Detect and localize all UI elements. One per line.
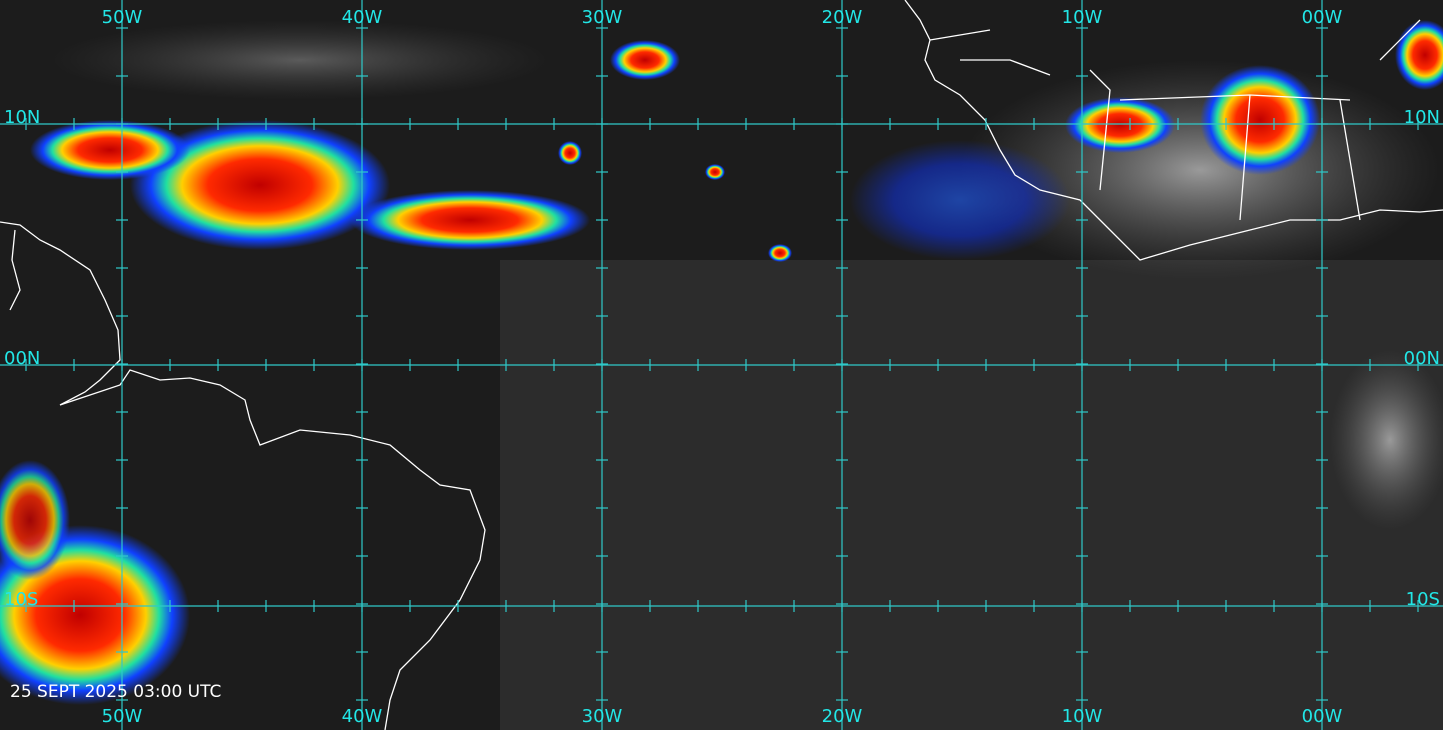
top-longitude-label: 00W xyxy=(1302,7,1343,28)
top-longitude-label: 20W xyxy=(822,7,863,28)
right-latitude-label: 10S xyxy=(1406,589,1440,610)
timestamp: 25 SEPT 2025 03:00 UTC xyxy=(10,682,221,702)
left-latitude-label: 00N xyxy=(4,348,40,369)
graticule-labels: 50W 40W 30W 20W 10W 00W 50W 40W 30W 20W 10W 00W 10N 0… xyxy=(4,7,1440,727)
top-longitude-label: 30W xyxy=(582,7,623,28)
bottom-longitude-label: 20W xyxy=(822,706,863,727)
bottom-longitude-label: 00W xyxy=(1302,706,1343,727)
top-longitude-label: 40W xyxy=(342,7,383,28)
right-latitude-label: 10N xyxy=(1404,107,1440,128)
top-longitude-label: 10W xyxy=(1062,7,1103,28)
top-longitude-label: 50W xyxy=(102,7,143,28)
bottom-longitude-label: 10W xyxy=(1062,706,1103,727)
bottom-longitude-label: 50W xyxy=(102,706,143,727)
bottom-longitude-label: 40W xyxy=(342,706,383,727)
left-latitude-label: 10N xyxy=(4,107,40,128)
left-latitude-label: 10S xyxy=(4,589,38,610)
right-latitude-label: 00N xyxy=(1404,348,1440,369)
bottom-longitude-label: 30W xyxy=(582,706,623,727)
